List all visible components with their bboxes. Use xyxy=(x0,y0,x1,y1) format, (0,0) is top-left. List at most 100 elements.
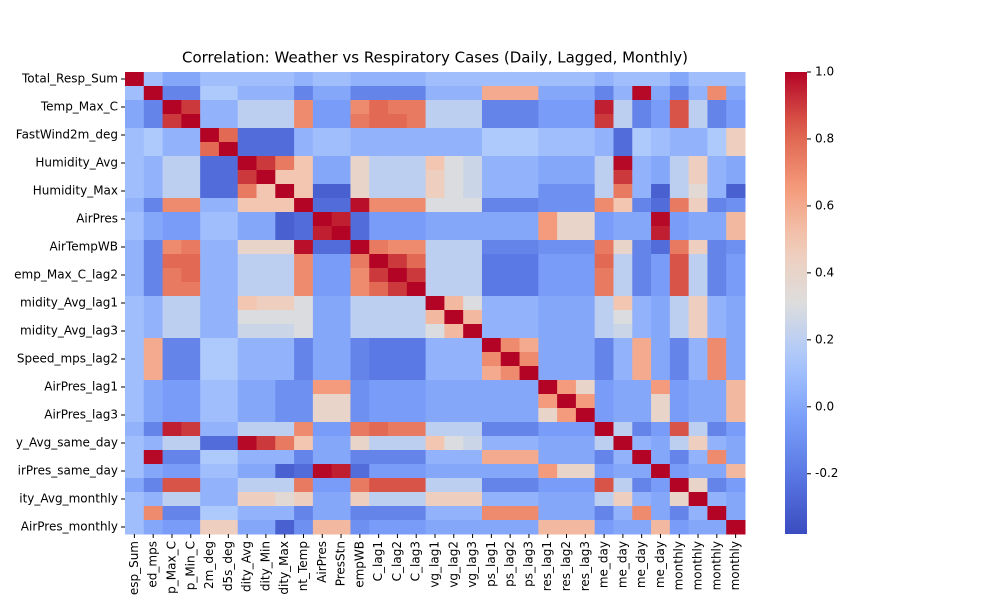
heatmap-cell xyxy=(669,184,690,199)
heatmap-cell xyxy=(256,478,276,493)
heatmap-cell xyxy=(669,86,690,101)
heatmap-cell xyxy=(594,212,614,227)
heatmap-cell xyxy=(613,156,633,171)
heatmap-cell xyxy=(312,338,333,353)
heatmap-cell xyxy=(312,282,333,297)
heatmap-cell xyxy=(463,156,483,171)
heatmap-cell xyxy=(388,212,408,227)
heatmap-cell xyxy=(632,422,652,437)
heatmap-cell xyxy=(425,478,445,493)
x-tick-label: C_lag2 xyxy=(390,541,404,581)
heatmap-cell xyxy=(481,422,502,437)
heatmap-cell xyxy=(726,436,746,451)
heatmap-cell xyxy=(500,296,521,311)
heatmap-cell xyxy=(707,366,727,381)
heatmap-cell xyxy=(481,86,502,101)
heatmap-cell xyxy=(444,240,464,255)
heatmap-cell xyxy=(237,254,258,269)
heatmap-cell xyxy=(218,170,239,185)
heatmap-cell xyxy=(181,380,201,395)
heatmap-cell xyxy=(294,464,314,479)
heatmap-cell xyxy=(350,170,370,185)
heatmap-cell xyxy=(575,492,596,507)
heatmap-cell xyxy=(388,436,408,451)
heatmap-cell xyxy=(688,506,708,521)
heatmap-cell xyxy=(256,338,276,353)
heatmap-cell xyxy=(538,170,558,185)
heatmap-cell xyxy=(125,380,145,395)
heatmap-cell xyxy=(388,114,408,129)
heatmap-cell xyxy=(256,520,276,535)
heatmap-cell xyxy=(613,506,633,521)
heatmap-cell xyxy=(143,436,164,451)
heatmap-cell xyxy=(331,268,351,283)
heatmap-cell xyxy=(369,226,389,241)
heatmap-cell xyxy=(425,408,445,423)
heatmap-cell xyxy=(312,450,333,465)
heatmap-cell xyxy=(632,310,652,325)
heatmap-cell xyxy=(500,170,521,185)
heatmap-cell xyxy=(651,128,671,143)
heatmap-cell xyxy=(707,296,727,311)
heatmap-cell xyxy=(557,506,577,521)
heatmap-cell xyxy=(481,436,502,451)
y-tick-label: Temp_Max_C xyxy=(40,100,118,114)
y-tick-label: irPres_same_day xyxy=(18,464,118,478)
heatmap-cell xyxy=(575,212,596,227)
heatmap-cell xyxy=(519,520,539,535)
heatmap-cell xyxy=(200,156,220,171)
heatmap-cell xyxy=(331,366,351,381)
y-tick-label: AirPres_lag1 xyxy=(44,380,118,394)
heatmap-cell xyxy=(500,226,521,241)
x-tick-label: monthly xyxy=(709,541,723,590)
heatmap-cell xyxy=(500,142,521,157)
heatmap-cell xyxy=(143,464,164,479)
heatmap-cell xyxy=(275,156,295,171)
heatmap-cell xyxy=(557,310,577,325)
heatmap-cell xyxy=(688,394,708,409)
heatmap-cell xyxy=(632,296,652,311)
heatmap-cell xyxy=(669,114,690,129)
heatmap-cell xyxy=(575,324,596,339)
heatmap-cell xyxy=(707,142,727,157)
heatmap-cell xyxy=(538,184,558,199)
heatmap-cell xyxy=(594,268,614,283)
heatmap-cell xyxy=(632,324,652,339)
x-tick-label: p_Min_C xyxy=(183,541,197,590)
heatmap-cell xyxy=(707,492,727,507)
heatmap-cell xyxy=(594,478,614,493)
heatmap-cell xyxy=(125,366,145,381)
heatmap-cell xyxy=(519,72,539,87)
heatmap-cell xyxy=(406,366,427,381)
heatmap-cell xyxy=(726,128,746,143)
heatmap-cell xyxy=(538,464,558,479)
heatmap-cell xyxy=(200,72,220,87)
heatmap-cell xyxy=(519,338,539,353)
heatmap-cell xyxy=(688,226,708,241)
heatmap-cell xyxy=(369,436,389,451)
heatmap-cell xyxy=(350,72,370,87)
heatmap-cell xyxy=(500,464,521,479)
heatmap-cell xyxy=(632,114,652,129)
heatmap-cell xyxy=(218,436,239,451)
heatmap-cell xyxy=(162,492,182,507)
heatmap-cell xyxy=(707,464,727,479)
heatmap-cell xyxy=(726,450,746,465)
heatmap-cell xyxy=(519,366,539,381)
heatmap-cell xyxy=(707,156,727,171)
chart-title: Correlation: Weather vs Respiratory Case… xyxy=(182,49,688,67)
heatmap-cell xyxy=(275,408,295,423)
heatmap-cell xyxy=(331,100,351,115)
heatmap-cell xyxy=(688,170,708,185)
heatmap-cell xyxy=(162,198,182,213)
heatmap-cell xyxy=(350,142,370,157)
y-tick-label: FastWind2m_deg xyxy=(16,128,118,142)
heatmap-cell xyxy=(350,100,370,115)
colorbar-tick-label: 0.6 xyxy=(815,198,834,212)
heatmap-cell xyxy=(143,492,164,507)
heatmap-cell xyxy=(200,142,220,157)
heatmap-cell xyxy=(444,114,464,129)
heatmap-cell xyxy=(425,86,445,101)
heatmap-cell xyxy=(594,394,614,409)
heatmap-cell xyxy=(369,422,389,437)
